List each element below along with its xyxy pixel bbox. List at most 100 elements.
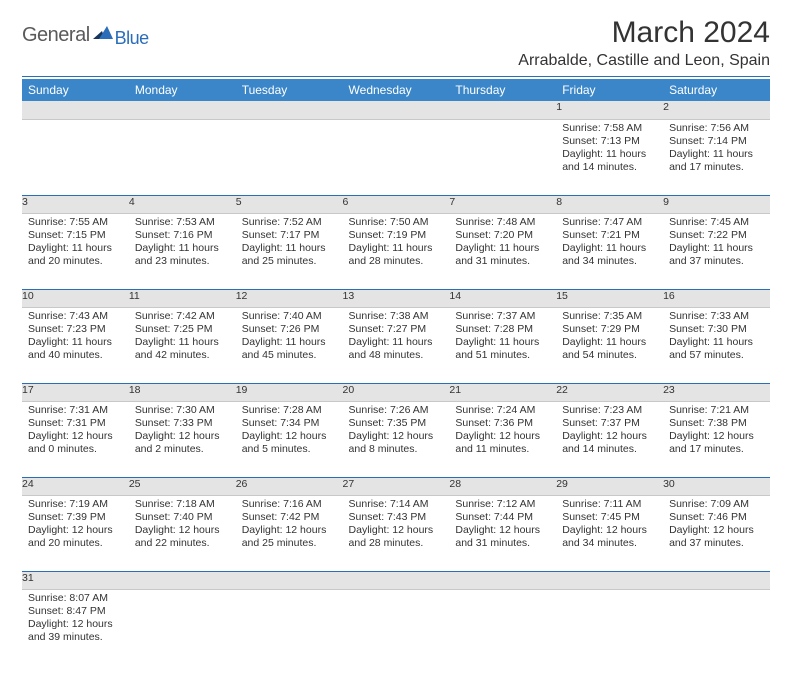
daylight-line: Daylight: 11 hours and 23 minutes. — [135, 242, 230, 268]
sunrise-line: Sunrise: 7:35 AM — [562, 310, 657, 323]
day-cell: Sunrise: 7:45 AMSunset: 7:22 PMDaylight:… — [663, 213, 770, 289]
day-number: 29 — [556, 477, 663, 495]
sunrise-line: Sunrise: 7:24 AM — [455, 404, 550, 417]
daylight-line: Daylight: 11 hours and 48 minutes. — [349, 336, 444, 362]
daylight-line: Daylight: 12 hours and 28 minutes. — [349, 524, 444, 550]
daylight-line: Daylight: 11 hours and 17 minutes. — [669, 148, 764, 174]
daynum-row: 3456789 — [22, 195, 770, 213]
sunset-line: Sunset: 7:22 PM — [669, 229, 764, 242]
day-cell — [556, 589, 663, 665]
daylight-line: Daylight: 12 hours and 34 minutes. — [562, 524, 657, 550]
daynum-row: 24252627282930 — [22, 477, 770, 495]
day-number — [236, 101, 343, 119]
day-number: 14 — [449, 289, 556, 307]
day-number: 17 — [22, 383, 129, 401]
sunrise-line: Sunrise: 7:09 AM — [669, 498, 764, 511]
day-cell — [449, 589, 556, 665]
day-cell-body: Sunrise: 7:52 AMSunset: 7:17 PMDaylight:… — [236, 214, 343, 271]
day-number: 19 — [236, 383, 343, 401]
day-cell-body: Sunrise: 7:45 AMSunset: 7:22 PMDaylight:… — [663, 214, 770, 271]
day-cell: Sunrise: 7:26 AMSunset: 7:35 PMDaylight:… — [343, 401, 450, 477]
day-number: 26 — [236, 477, 343, 495]
daylight-line: Daylight: 11 hours and 14 minutes. — [562, 148, 657, 174]
day-cell-body: Sunrise: 7:26 AMSunset: 7:35 PMDaylight:… — [343, 402, 450, 459]
day-cell: Sunrise: 7:19 AMSunset: 7:39 PMDaylight:… — [22, 495, 129, 571]
day-number: 30 — [663, 477, 770, 495]
day-number — [449, 571, 556, 589]
sunrise-line: Sunrise: 7:56 AM — [669, 122, 764, 135]
sunset-line: Sunset: 8:47 PM — [28, 605, 123, 618]
day-header: Tuesday — [236, 79, 343, 101]
calendar-body: 12Sunrise: 7:58 AMSunset: 7:13 PMDayligh… — [22, 101, 770, 665]
day-cell-body: Sunrise: 7:35 AMSunset: 7:29 PMDaylight:… — [556, 308, 663, 365]
daylight-line: Daylight: 11 hours and 34 minutes. — [562, 242, 657, 268]
daylight-line: Daylight: 11 hours and 31 minutes. — [455, 242, 550, 268]
sunrise-line: Sunrise: 7:38 AM — [349, 310, 444, 323]
day-number: 10 — [22, 289, 129, 307]
day-cell-body: Sunrise: 7:33 AMSunset: 7:30 PMDaylight:… — [663, 308, 770, 365]
sunset-line: Sunset: 7:13 PM — [562, 135, 657, 148]
sunset-line: Sunset: 7:19 PM — [349, 229, 444, 242]
day-cell-body: Sunrise: 7:19 AMSunset: 7:39 PMDaylight:… — [22, 496, 129, 553]
sunrise-line: Sunrise: 7:37 AM — [455, 310, 550, 323]
sunset-line: Sunset: 7:25 PM — [135, 323, 230, 336]
day-cell — [129, 119, 236, 195]
logo: General Blue — [22, 22, 149, 49]
sunset-line: Sunset: 7:28 PM — [455, 323, 550, 336]
day-number: 4 — [129, 195, 236, 213]
logo-text-general: General — [22, 24, 90, 47]
sunrise-line: Sunrise: 7:42 AM — [135, 310, 230, 323]
sunrise-line: Sunrise: 7:52 AM — [242, 216, 337, 229]
sunset-line: Sunset: 7:21 PM — [562, 229, 657, 242]
sunset-line: Sunset: 7:15 PM — [28, 229, 123, 242]
day-number: 3 — [22, 195, 129, 213]
sunrise-line: Sunrise: 7:50 AM — [349, 216, 444, 229]
day-header: Wednesday — [343, 79, 450, 101]
day-number: 25 — [129, 477, 236, 495]
sunset-line: Sunset: 7:43 PM — [349, 511, 444, 524]
day-number: 9 — [663, 195, 770, 213]
sunrise-line: Sunrise: 7:12 AM — [455, 498, 550, 511]
week-row: Sunrise: 7:19 AMSunset: 7:39 PMDaylight:… — [22, 495, 770, 571]
day-number: 7 — [449, 195, 556, 213]
day-cell: Sunrise: 7:50 AMSunset: 7:19 PMDaylight:… — [343, 213, 450, 289]
sunrise-line: Sunrise: 7:31 AM — [28, 404, 123, 417]
sunrise-line: Sunrise: 7:45 AM — [669, 216, 764, 229]
sunset-line: Sunset: 7:36 PM — [455, 417, 550, 430]
sunset-line: Sunset: 7:45 PM — [562, 511, 657, 524]
day-cell: Sunrise: 7:16 AMSunset: 7:42 PMDaylight:… — [236, 495, 343, 571]
day-number: 8 — [556, 195, 663, 213]
day-cell-body: Sunrise: 7:21 AMSunset: 7:38 PMDaylight:… — [663, 402, 770, 459]
day-cell-body: Sunrise: 7:30 AMSunset: 7:33 PMDaylight:… — [129, 402, 236, 459]
day-cell-body: Sunrise: 7:50 AMSunset: 7:19 PMDaylight:… — [343, 214, 450, 271]
sunrise-line: Sunrise: 7:53 AM — [135, 216, 230, 229]
day-cell-body: Sunrise: 7:28 AMSunset: 7:34 PMDaylight:… — [236, 402, 343, 459]
day-cell: Sunrise: 7:56 AMSunset: 7:14 PMDaylight:… — [663, 119, 770, 195]
day-cell: Sunrise: 7:33 AMSunset: 7:30 PMDaylight:… — [663, 307, 770, 383]
day-cell — [663, 589, 770, 665]
day-number: 27 — [343, 477, 450, 495]
day-number: 6 — [343, 195, 450, 213]
daylight-line: Daylight: 11 hours and 40 minutes. — [28, 336, 123, 362]
sunrise-line: Sunrise: 7:19 AM — [28, 498, 123, 511]
month-title: March 2024 — [518, 16, 770, 50]
day-cell — [343, 119, 450, 195]
day-cell-body: Sunrise: 7:53 AMSunset: 7:16 PMDaylight:… — [129, 214, 236, 271]
daynum-row: 12 — [22, 101, 770, 119]
day-number: 16 — [663, 289, 770, 307]
sunset-line: Sunset: 7:30 PM — [669, 323, 764, 336]
sunrise-line: Sunrise: 7:30 AM — [135, 404, 230, 417]
day-cell: Sunrise: 7:11 AMSunset: 7:45 PMDaylight:… — [556, 495, 663, 571]
day-number: 11 — [129, 289, 236, 307]
day-cell: Sunrise: 7:28 AMSunset: 7:34 PMDaylight:… — [236, 401, 343, 477]
day-number — [343, 571, 450, 589]
day-cell: Sunrise: 7:31 AMSunset: 7:31 PMDaylight:… — [22, 401, 129, 477]
sunrise-line: Sunrise: 7:47 AM — [562, 216, 657, 229]
day-cell-body: Sunrise: 7:24 AMSunset: 7:36 PMDaylight:… — [449, 402, 556, 459]
day-number — [129, 571, 236, 589]
day-number: 24 — [22, 477, 129, 495]
day-cell: Sunrise: 7:47 AMSunset: 7:21 PMDaylight:… — [556, 213, 663, 289]
day-number: 28 — [449, 477, 556, 495]
day-cell: Sunrise: 8:07 AMSunset: 8:47 PMDaylight:… — [22, 589, 129, 665]
sunrise-line: Sunrise: 7:23 AM — [562, 404, 657, 417]
